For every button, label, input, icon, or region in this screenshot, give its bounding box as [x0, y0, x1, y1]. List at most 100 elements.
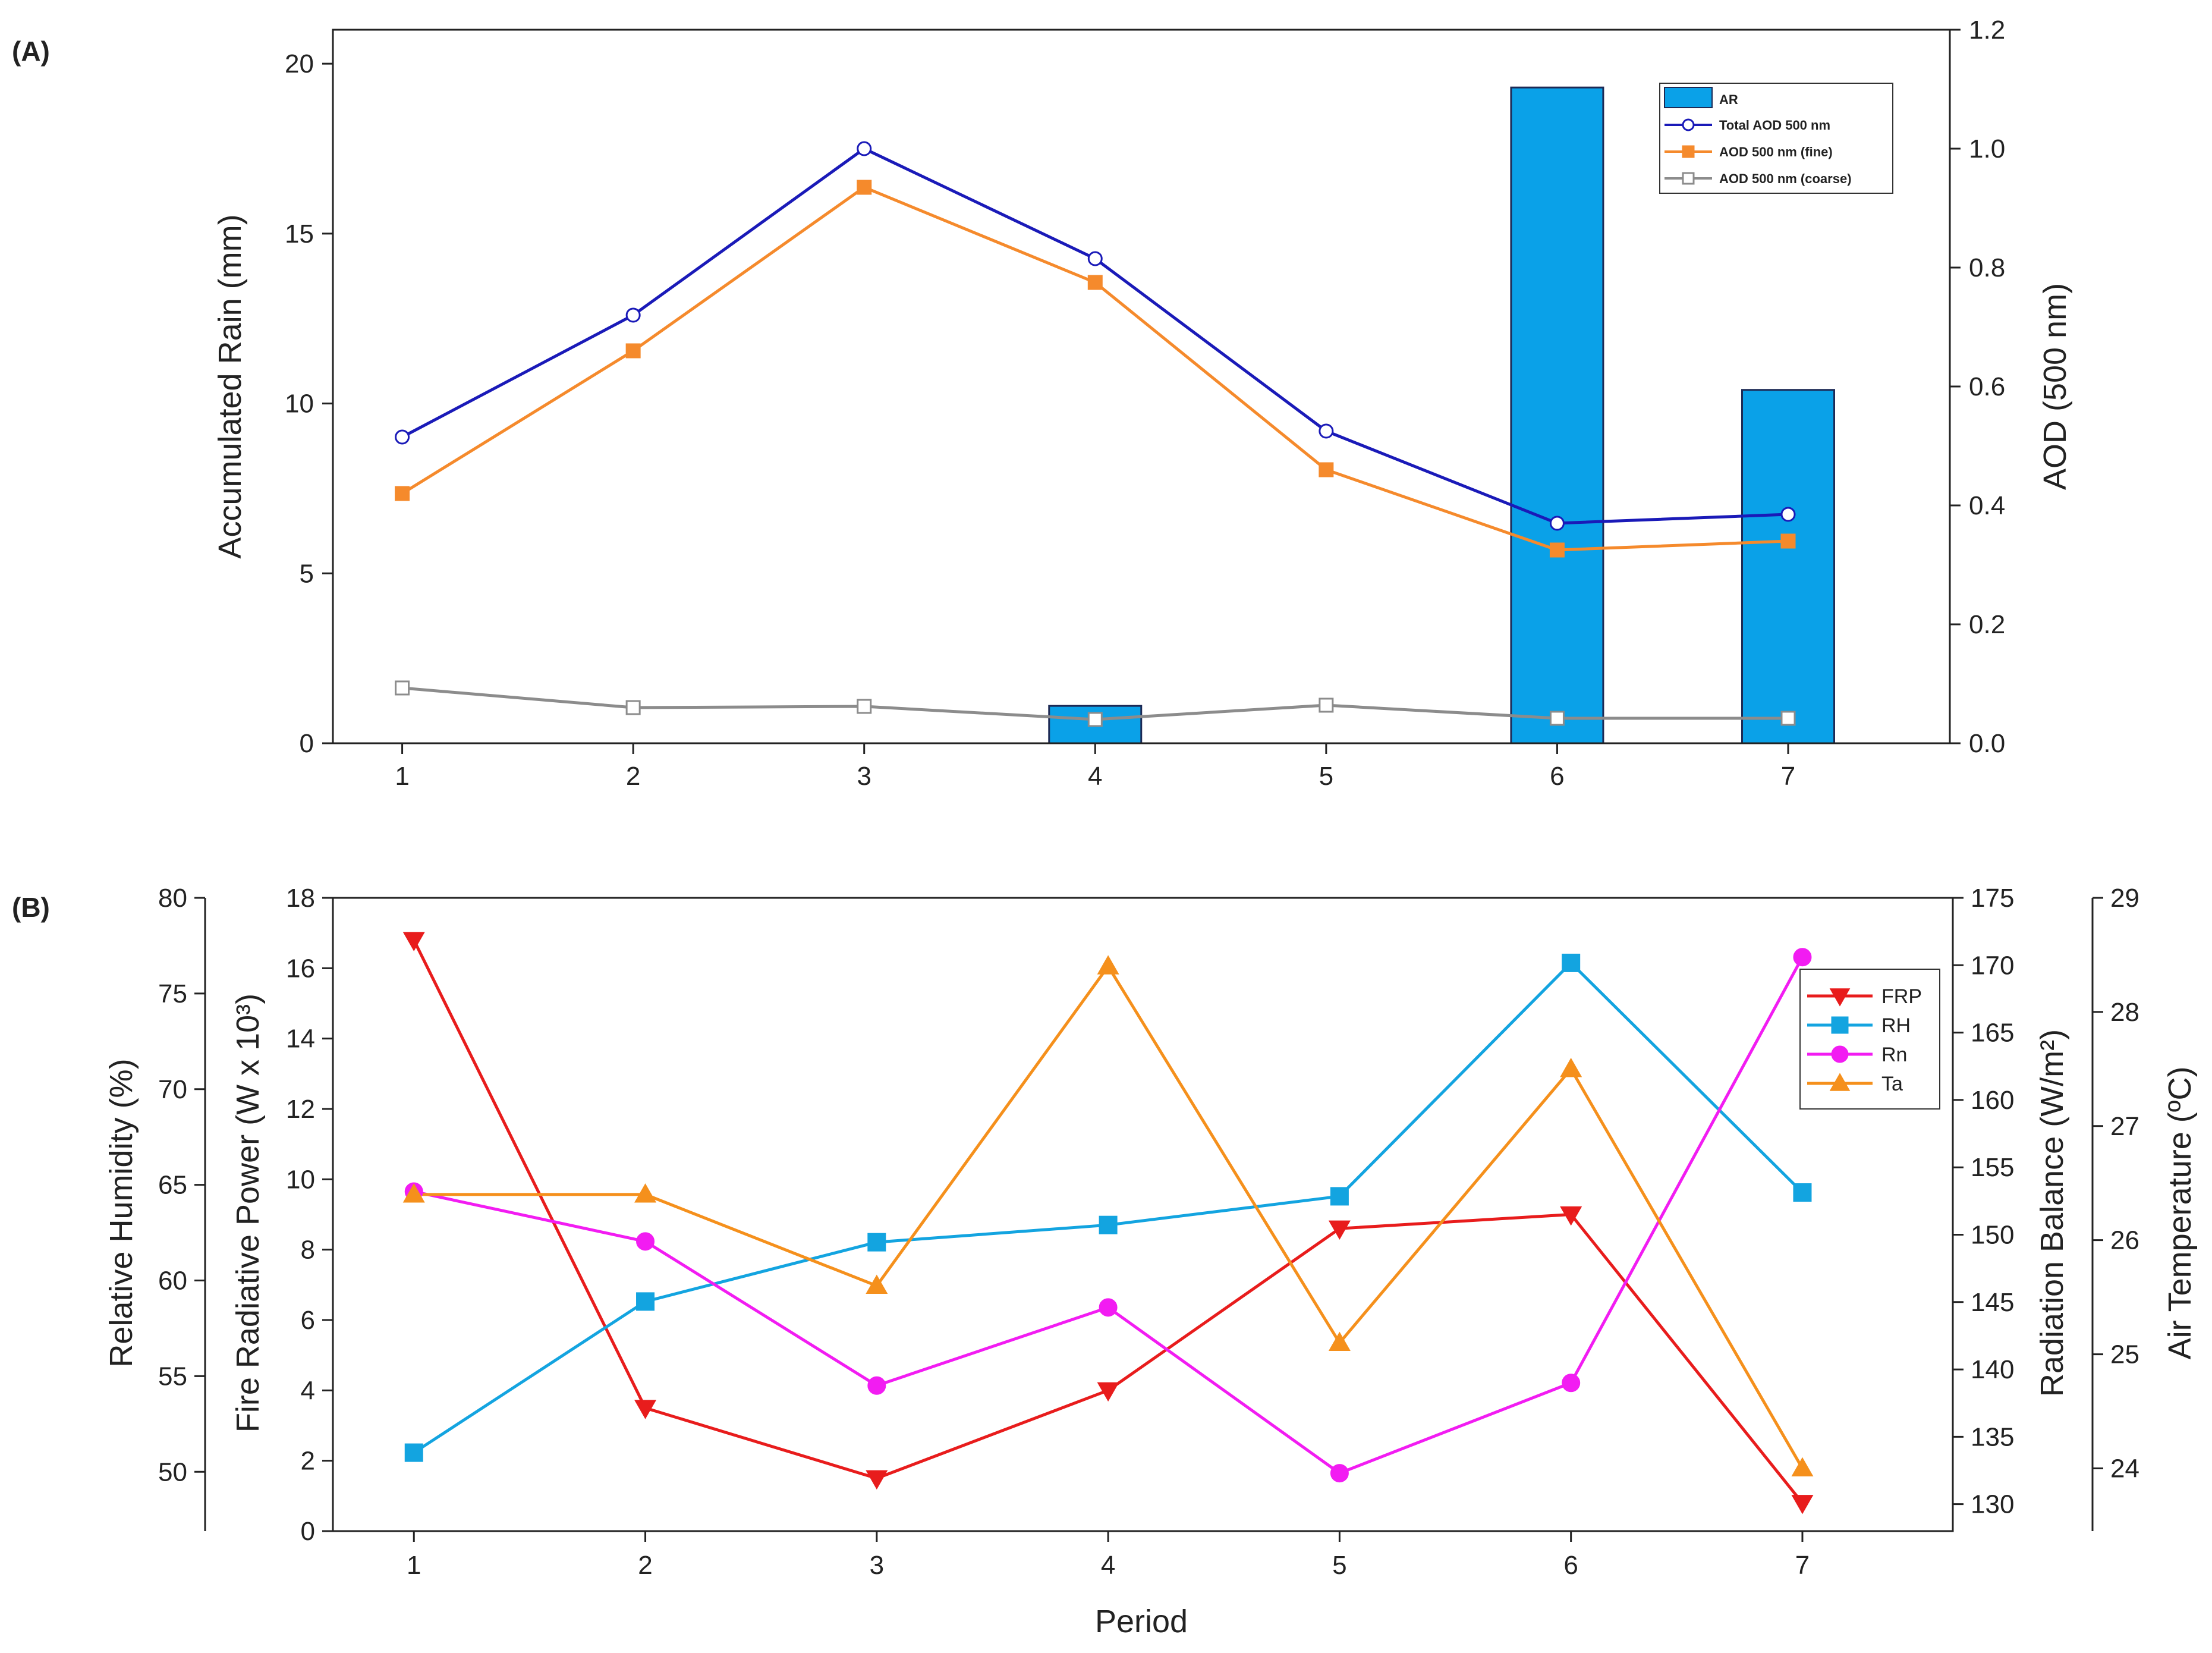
chart-a-xtick-label: 1 — [395, 762, 409, 791]
chart-b-axis-rh-tick-label: 75 — [158, 979, 187, 1008]
legend-marker-ta — [1829, 1073, 1851, 1091]
panel-a-label: (A) — [12, 36, 50, 67]
chart-b-point-rh — [1330, 1187, 1349, 1206]
chart-b-point-ta — [1097, 955, 1119, 975]
chart-a-ytick-right-label: 0.8 — [1969, 253, 2005, 282]
chart-b-axis-rh-tick-label: 70 — [158, 1075, 187, 1104]
panel-b-label: (B) — [12, 892, 50, 923]
chart-b-point-rh — [404, 1443, 423, 1462]
chart-a-xtick-label: 6 — [1550, 762, 1564, 791]
chart-b-point-rh — [1562, 953, 1581, 972]
chart-a-ytick-right-label: 1.0 — [1969, 134, 2005, 164]
chart-a-xtick-label: 5 — [1319, 762, 1333, 791]
chart-b-axis-ta-tick-label: 24 — [2110, 1454, 2139, 1483]
chart-a-ytick-right-label: 0.2 — [1969, 610, 2005, 639]
chart-b-axis-rn-tick-label: 155 — [1971, 1153, 2014, 1182]
chart-b-point-frp — [866, 1470, 888, 1490]
legend-marker-rh — [1831, 1016, 1849, 1034]
chart-b-xtick-label: 6 — [1563, 1551, 1578, 1580]
chart-b-xtick-label: 1 — [407, 1551, 421, 1580]
chart-a-point — [857, 180, 872, 195]
chart-b-point-rn — [1099, 1298, 1118, 1317]
legend-marker — [1682, 145, 1695, 158]
chart-a: 1 2 3 4 5 6 7 0 5 10 15 20 0.0 0.2 0.4 0.6 0.8 1.0 1.2 Acc… — [212, 15, 2073, 791]
chart-a-point — [1087, 251, 1103, 266]
legend-label-frp: FRP — [1881, 985, 1922, 1008]
chart-a-ytick-right-label: 0.4 — [1969, 491, 2005, 520]
legend-label: Total AOD 500 nm — [1719, 118, 1830, 133]
chart-a-ytick-left-label: 0 — [300, 729, 314, 758]
chart-a-ytick-right-label: 0.0 — [1969, 729, 2005, 758]
chart-b-point-frp — [402, 932, 425, 951]
chart-b-axis-rn-tick-label: 130 — [1971, 1490, 2014, 1519]
chart-a-ytick-left-label: 20 — [285, 49, 314, 78]
chart-b-frame — [332, 897, 1954, 1532]
chart-b-axis-rn-tick-label: 160 — [1971, 1086, 2014, 1115]
chart-a-bar-ar — [1741, 389, 1835, 744]
chart-b-point-ta — [1560, 1058, 1582, 1077]
legend-label-ta: Ta — [1881, 1073, 1903, 1095]
chart-b-axis-rn-tick-label: 170 — [1971, 951, 2014, 980]
chart-b-axis-frp-tick-label: 2 — [301, 1447, 315, 1476]
chart-b-point-frp — [1328, 1220, 1351, 1240]
chart-a-ytick-left-label: 5 — [300, 559, 314, 588]
legend-swatch-ar — [1664, 87, 1713, 108]
chart-b-point-ta — [634, 1183, 657, 1203]
legend-label-rh: RH — [1881, 1014, 1911, 1037]
chart-a-bar-ar — [1510, 86, 1604, 744]
chart-b-axis-rh-tick-label: 50 — [158, 1457, 187, 1487]
chart-b-xtick-label: 7 — [1795, 1551, 1810, 1580]
chart-b-axis-frp-tick-label: 8 — [301, 1236, 315, 1265]
chart-b-axis-frp-tick-label: 12 — [286, 1095, 315, 1124]
chart-b-axis-ta-tick-label: 26 — [2110, 1226, 2139, 1255]
chart-b-xtick-label: 3 — [870, 1551, 884, 1580]
chart-b-axis-rn-tick-label: 140 — [1971, 1355, 2014, 1384]
chart-b-axis-ta-tick-label: 28 — [2110, 998, 2139, 1027]
chart-b-axis-rh-tick-label: 55 — [158, 1362, 187, 1391]
chart-a-point — [1087, 712, 1103, 727]
chart-b-ylabel-rh: Relative Humidity (%) — [103, 1058, 139, 1367]
chart-a-xtick-label: 2 — [626, 762, 640, 791]
chart-b-point-rn — [1793, 948, 1812, 967]
chart-b-xtick-label: 4 — [1101, 1551, 1115, 1580]
legend-label-rn: Rn — [1881, 1044, 1907, 1066]
chart-b-line-rh — [413, 960, 1804, 1454]
chart-a-ylabel-right: AOD (500 nm) — [2037, 283, 2073, 490]
chart-a-point — [625, 700, 641, 715]
chart-b-point-rh — [636, 1292, 655, 1311]
legend-label-ar: AR — [1719, 92, 1738, 107]
chart-b-ylabel-ta: Air Temperature (ºC) — [2162, 1067, 2198, 1360]
chart-b-point-rn — [867, 1376, 886, 1395]
chart-b-point-rh — [1099, 1215, 1118, 1234]
chart-b-axis-frp-tick-label: 4 — [301, 1376, 315, 1405]
chart-a-ylabel-left: Accumulated Rain (mm) — [212, 214, 248, 558]
chart-b-axis-rn-tick-label: 150 — [1971, 1220, 2014, 1249]
chart-a-point — [1780, 711, 1796, 726]
chart-a-ytick-left-label: 10 — [285, 389, 314, 419]
chart-a-point — [1549, 711, 1565, 726]
chart-a-point — [1319, 423, 1334, 439]
chart-b-point-frp — [1097, 1382, 1119, 1402]
chart-b-point-rh — [1793, 1183, 1812, 1202]
chart-b-point-ta — [402, 1183, 425, 1203]
chart-a-point — [1780, 507, 1796, 522]
chart-b-axis-frp-tick-label: 18 — [286, 884, 315, 913]
chart-a-ytick-left-label: 15 — [285, 219, 314, 249]
chart-b-axis-frp-tick-label: 10 — [286, 1165, 315, 1194]
chart-a-point — [1319, 697, 1334, 713]
chart-a-point — [1549, 516, 1565, 531]
chart-a-xtick-label: 3 — [857, 762, 871, 791]
chart-b-axis-rn-tick-label: 165 — [1971, 1019, 2014, 1048]
chart-b-axis-rh-tick-label: 65 — [158, 1171, 187, 1200]
chart-b-axis-rn-tick-label: 175 — [1971, 884, 2014, 913]
chart-b-point-rn — [1330, 1464, 1349, 1483]
chart-a-ytick-right-label: 1.2 — [1969, 15, 2005, 45]
chart-b-point-rh — [867, 1233, 886, 1252]
chart-a-xtick-label: 4 — [1088, 762, 1102, 791]
chart-b-axis-frp-tick-label: 6 — [301, 1306, 315, 1335]
chart-b-xlabel: Period — [1095, 1604, 1188, 1639]
chart-b-point-ta — [1328, 1331, 1351, 1351]
chart-b-axis-frp-tick-label: 16 — [286, 954, 315, 983]
chart-a-ytick-right-label: 0.6 — [1969, 372, 2005, 401]
